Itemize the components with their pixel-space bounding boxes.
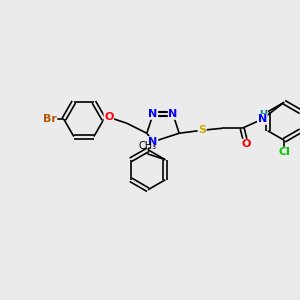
Text: N: N: [168, 109, 178, 119]
Text: Cl: Cl: [278, 147, 290, 157]
Text: O: O: [104, 112, 113, 122]
Text: Br: Br: [43, 114, 57, 124]
Text: O: O: [242, 139, 251, 149]
Text: N: N: [257, 114, 267, 124]
Text: CH₃: CH₃: [138, 141, 156, 151]
Text: N: N: [148, 137, 158, 147]
Text: S: S: [198, 125, 206, 135]
Text: N: N: [148, 109, 158, 119]
Text: H: H: [259, 110, 267, 120]
